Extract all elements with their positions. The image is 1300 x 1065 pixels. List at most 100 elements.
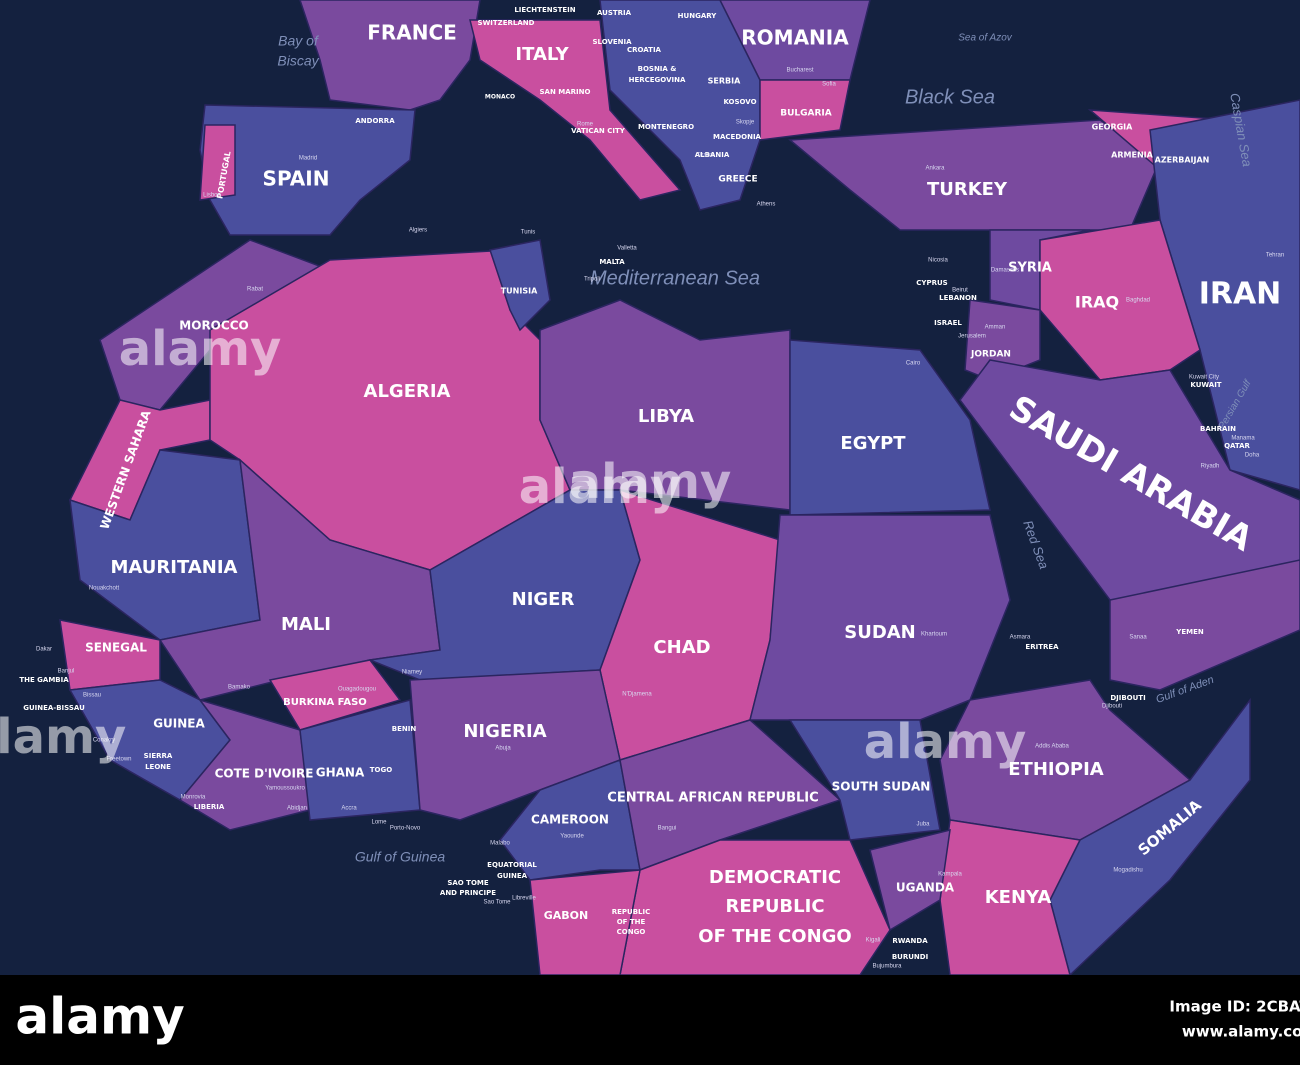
country-label: SOUTH SUDAN xyxy=(832,780,931,794)
country-label: KOSOVO xyxy=(723,98,756,106)
city-label: Tirana xyxy=(697,153,714,159)
city-label: Accra xyxy=(341,806,357,812)
city-label: Malabo xyxy=(490,841,510,847)
country-label: AUSTRIA xyxy=(597,9,632,17)
country-label: LEONE xyxy=(145,763,171,771)
country-label: GEORGIA xyxy=(1092,123,1134,132)
city-label: Manama xyxy=(1231,436,1255,442)
country-label: ANDORRA xyxy=(355,117,395,125)
city-label: Sanaa xyxy=(1129,635,1147,641)
country-label: MALI xyxy=(281,614,331,635)
sea-label: Gulf of Guinea xyxy=(355,849,445,865)
italy xyxy=(469,19,682,201)
footer-bar xyxy=(0,975,1300,1065)
city-label: Yamoussoukro xyxy=(265,786,305,792)
country-label: CYPRUS xyxy=(916,279,947,287)
country-label: OF THE xyxy=(617,918,646,926)
city-label: Riyadh xyxy=(1201,464,1220,470)
city-label: Lisbon xyxy=(203,193,221,199)
footer-url: www.alamy.com xyxy=(1182,1023,1300,1041)
country-label: BAHRAIN xyxy=(1200,425,1236,433)
country-label: GUINEA xyxy=(153,717,205,731)
country-label: RWANDA xyxy=(892,937,928,945)
car xyxy=(619,719,842,872)
city-label: Madrid xyxy=(299,156,317,162)
uganda xyxy=(869,829,951,932)
country-label: SWITZERLAND xyxy=(478,19,535,27)
country-label: LIBERIA xyxy=(194,803,225,811)
city-label: Doha xyxy=(1245,453,1260,459)
country-label: DJIBOUTI xyxy=(1110,694,1145,702)
country-label: HERCEGOVINA xyxy=(629,76,686,84)
country-label: UGANDA xyxy=(896,881,955,895)
country-label: ISRAEL xyxy=(934,319,962,327)
city-label: Rabat xyxy=(247,287,263,293)
city-label: Beirut xyxy=(952,288,968,294)
city-label: Tunis xyxy=(521,230,535,236)
city-label: Mogadishu xyxy=(1113,868,1142,874)
country-label: DEMOCRATIC xyxy=(709,867,841,888)
country-label: SUDAN xyxy=(844,622,916,643)
city-label: Yaounde xyxy=(560,834,584,840)
city-label: Valletta xyxy=(617,246,637,252)
city-label: Lome xyxy=(371,820,387,826)
country-label: BURKINA FASO xyxy=(283,697,367,708)
country-label: TURKEY xyxy=(927,179,1008,200)
country-label: GUINEA-BISSAU xyxy=(23,704,85,712)
watermark: alamy xyxy=(119,321,282,377)
south-sudan xyxy=(788,719,941,841)
country-label: SYRIA xyxy=(1008,261,1052,276)
country-label: ARMENIA xyxy=(1111,151,1153,160)
country-label: SLOVENIA xyxy=(592,38,632,46)
country-label: GABON xyxy=(544,909,588,922)
sea-label: Bay of xyxy=(278,33,320,49)
city-label: Bujumbura xyxy=(872,964,902,970)
watermark: alamy xyxy=(864,714,1027,770)
city-label: Rome xyxy=(577,122,594,128)
city-label: Conakry xyxy=(93,738,115,744)
city-label: Abuja xyxy=(495,746,511,752)
country-label: VATICAN CITY xyxy=(571,127,626,135)
country-label: BURUNDI xyxy=(892,953,928,961)
country-label: OF THE CONGO xyxy=(698,926,851,947)
city-label: Addis Ababa xyxy=(1035,744,1069,750)
city-label: Freetown xyxy=(106,757,131,763)
country-label: IRAN xyxy=(1199,277,1282,312)
country-label: ALBANIA xyxy=(695,151,730,159)
land xyxy=(59,0,1300,977)
country-label: CAMEROON xyxy=(531,813,609,827)
footer-logo: alamy xyxy=(15,988,184,1046)
city-label: Khartoum xyxy=(921,632,947,638)
sea-label: Mediterranean Sea xyxy=(590,267,760,289)
city-label: Bissau xyxy=(83,693,101,699)
country-label: TOGO xyxy=(370,766,392,774)
city-label: Ankara xyxy=(925,166,945,172)
city-label: Bangui xyxy=(658,826,677,832)
country-label: ALGERIA xyxy=(364,381,451,402)
sea-label: Sea of Azov xyxy=(958,33,1013,44)
country-label: LIECHTENSTEIN xyxy=(514,6,575,14)
country-label: SAN MARINO xyxy=(540,88,591,96)
city-label: Jerusalem xyxy=(958,334,986,340)
country-label: CROATIA xyxy=(627,46,662,54)
country-label: CHAD xyxy=(653,637,710,658)
city-label: Kampala xyxy=(938,872,962,878)
country-label: BENIN xyxy=(392,725,417,733)
country-label: SAO TOME xyxy=(447,879,489,887)
country-label: EQUATORIAL xyxy=(487,861,537,869)
country-label: NIGERIA xyxy=(463,721,546,742)
country-label: BULGARIA xyxy=(780,109,832,119)
city-label: Nicosia xyxy=(928,258,948,264)
city-label: Juba xyxy=(916,822,930,828)
country-label: FRANCE xyxy=(367,21,457,45)
city-label: Algiers xyxy=(409,228,427,234)
city-label: Kuwait City xyxy=(1189,375,1219,381)
watermark: alamy xyxy=(519,459,682,515)
city-label: Niamey xyxy=(402,670,422,676)
country-label: EGYPT xyxy=(840,433,906,454)
sea-label: Biscay xyxy=(277,53,319,69)
sudan xyxy=(749,514,1011,721)
yemen xyxy=(1109,559,1300,691)
country-label: NIGER xyxy=(512,589,575,610)
